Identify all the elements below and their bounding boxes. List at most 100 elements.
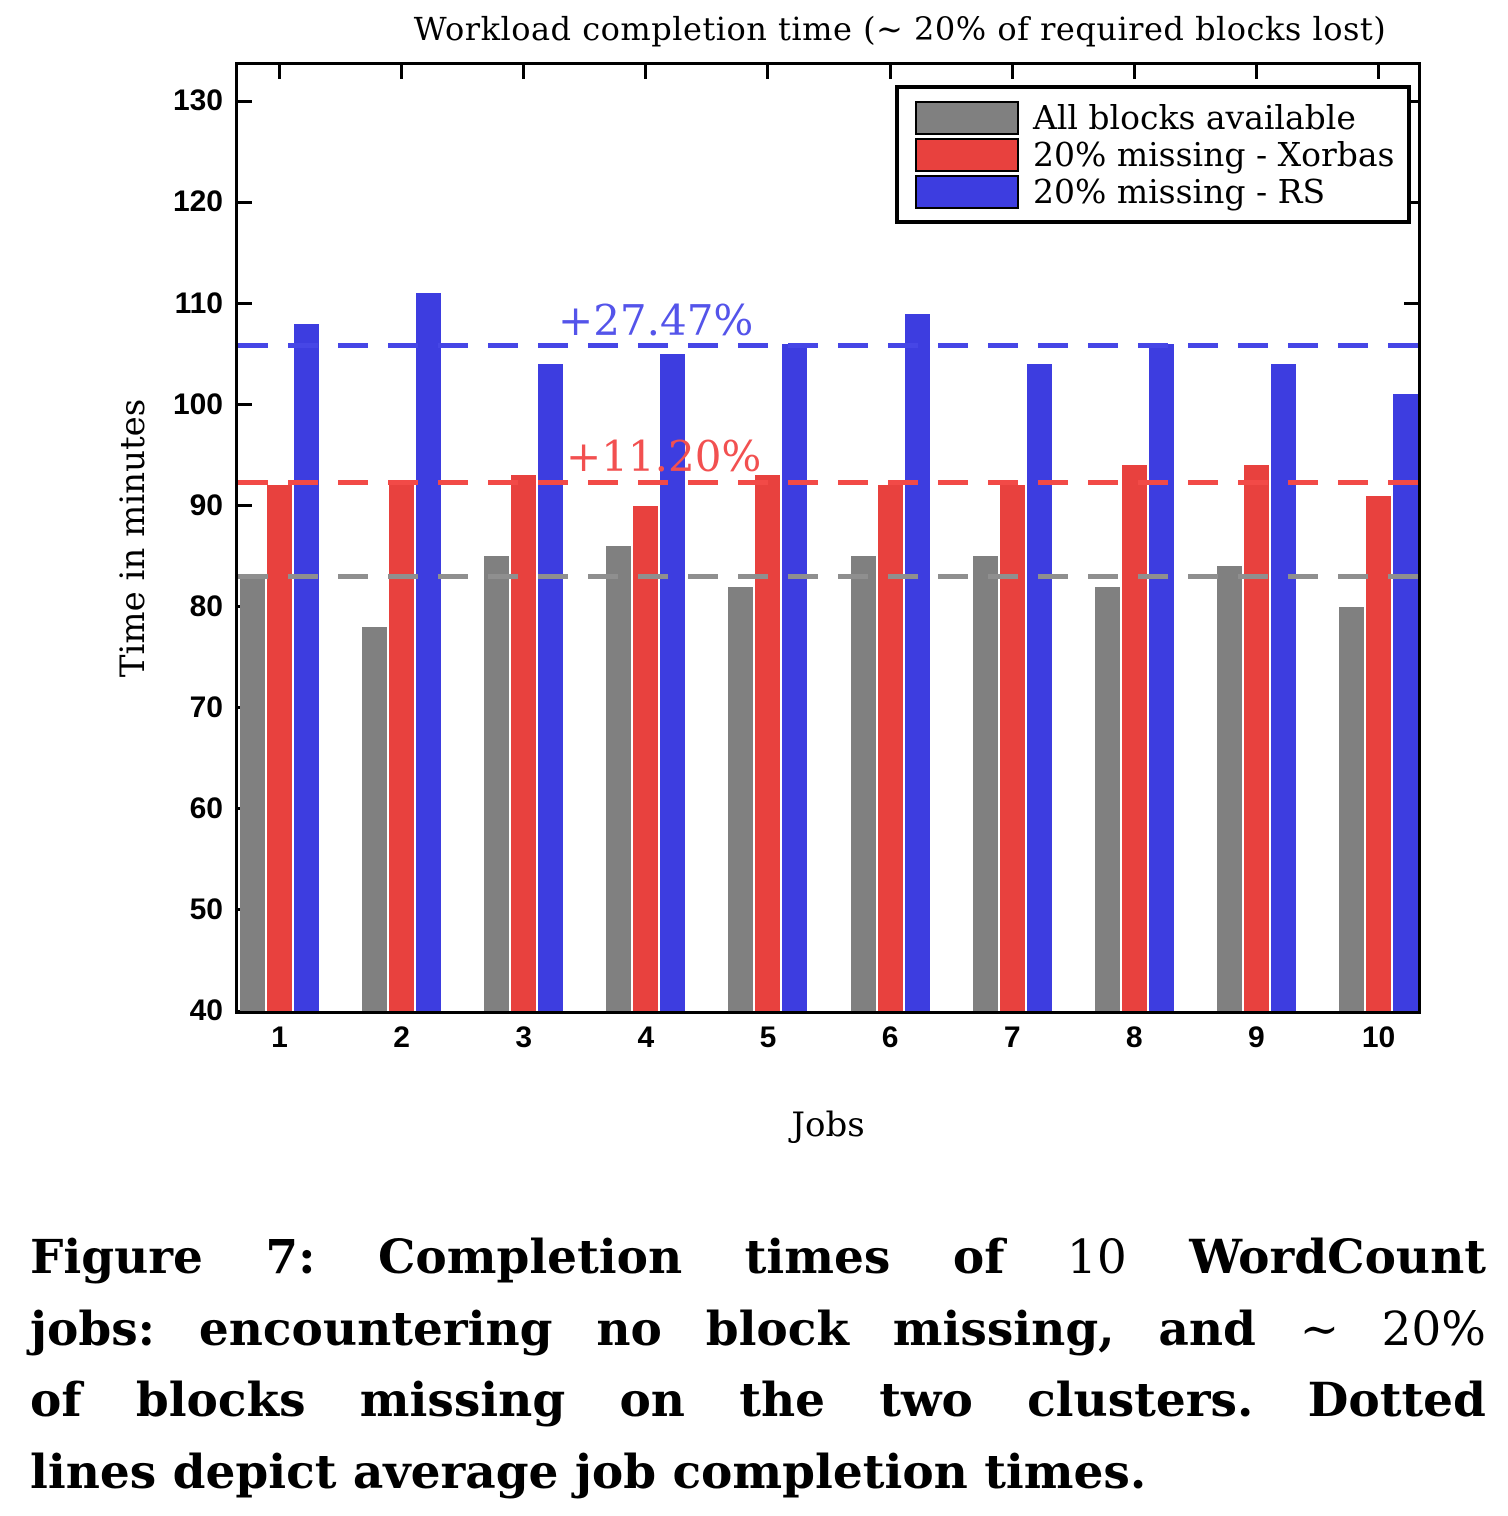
y-tick-label: 80: [189, 589, 223, 623]
x-tick-mark: [1377, 65, 1380, 79]
chart-title: Workload completion time (∼ 20% of requi…: [413, 10, 1387, 48]
bar: [1270, 364, 1296, 1011]
caption-word: of: [30, 1373, 82, 1428]
x-tick-mark: [400, 65, 404, 79]
caption-word: encountering: [198, 1301, 553, 1357]
legend-label: All blocks available: [1033, 97, 1356, 137]
caption-word: job: [574, 1444, 657, 1500]
x-tick-mark: [1010, 65, 1014, 79]
caption-word: Figure 7:: [30, 1230, 316, 1285]
y-tick-mark: [1404, 302, 1418, 306]
x-tick-label: 9: [1248, 1021, 1265, 1054]
caption-word-roman: ∼ 20%: [1299, 1301, 1486, 1357]
bar: [755, 475, 781, 1011]
caption-word: on: [619, 1373, 685, 1428]
plot-area: Time in minutes Jobs All blocks availabl…: [113, 62, 1421, 1145]
bar: [484, 556, 510, 1011]
caption-word: Completion: [377, 1230, 683, 1285]
bar: [782, 343, 808, 1011]
y-tick-mark: [238, 1009, 252, 1013]
y-tick-label: 120: [172, 185, 223, 219]
legend-swatch-red: [915, 137, 1019, 172]
x-tick-label: 2: [393, 1021, 410, 1054]
x-tick-label: 1: [271, 1021, 288, 1054]
average-percent-label: +27.47%: [558, 295, 754, 345]
y-tick-mark: [1404, 1009, 1418, 1013]
bar: [1094, 586, 1120, 1011]
caption-word: WordCount: [1189, 1230, 1486, 1285]
legend-item: 20% missing - Xorbas: [915, 136, 1407, 173]
y-axis-title: Time in minutes: [113, 398, 153, 678]
y-tick-mark: [238, 403, 252, 407]
legend-swatch-gray: [915, 100, 1019, 135]
x-tick-label: 6: [881, 1021, 899, 1054]
bar: [294, 323, 319, 1011]
caption-line: of blocks missing on the two clusters. D…: [30, 1365, 1486, 1437]
caption-word: times: [744, 1230, 891, 1285]
x-tick-label: 3: [515, 1021, 533, 1054]
caption-word: missing,: [892, 1301, 1115, 1357]
average-percent-label: +11.20%: [566, 432, 762, 482]
y-tick-mark: [238, 99, 252, 103]
bar: [660, 354, 686, 1011]
x-tick-label: 7: [1003, 1021, 1021, 1054]
caption-word: completion: [672, 1444, 968, 1500]
legend-item: 20% missing - RS: [915, 173, 1407, 210]
caption-word: lines: [30, 1444, 157, 1500]
caption-word: jobs:: [30, 1301, 156, 1357]
y-tick-label: 50: [189, 892, 223, 926]
caption-word: the: [739, 1373, 826, 1428]
caption-word: average: [352, 1444, 559, 1500]
y-tick-label: 90: [189, 488, 223, 522]
caption-word: no: [596, 1301, 662, 1357]
bar: [972, 556, 998, 1011]
caption-word: blocks: [135, 1373, 306, 1428]
legend: All blocks available 20% missing - Xorba…: [895, 85, 1411, 224]
caption-word: depict: [172, 1444, 337, 1500]
average-dashed-line: [238, 573, 1418, 579]
y-tick-label: 60: [189, 791, 223, 825]
bar: [1393, 394, 1418, 1011]
legend-item: All blocks available: [915, 99, 1407, 136]
legend-label: 20% missing - RS: [1033, 171, 1326, 211]
bar: [1339, 606, 1364, 1011]
figure-caption: Figure 7: Completion times of 10 WordCou…: [30, 1222, 1486, 1508]
bar: [267, 485, 292, 1011]
y-tick-label: 40: [189, 994, 223, 1027]
legend-swatch-blue: [915, 174, 1019, 209]
x-tick-label: 10: [1361, 1021, 1396, 1054]
bar: [240, 576, 265, 1011]
legend-label: 20% missing - Xorbas: [1033, 134, 1395, 174]
x-tick-mark: [888, 65, 892, 79]
plot-inner: Time in minutes Jobs All blocks availabl…: [113, 65, 1418, 1145]
x-axis-title: Jobs: [791, 1105, 865, 1145]
y-tick-mark: [238, 504, 252, 508]
bar: [416, 293, 442, 1011]
bar: [850, 556, 876, 1011]
caption-word: missing: [359, 1373, 566, 1428]
bar: [1148, 343, 1174, 1011]
x-tick-label: 8: [1125, 1021, 1143, 1054]
x-tick-label: 5: [759, 1021, 777, 1054]
y-tick-label: 100: [172, 387, 223, 421]
bar: [1216, 566, 1242, 1011]
bar: [1366, 495, 1391, 1011]
x-tick-mark: [1132, 65, 1136, 79]
average-dashed-line: [238, 343, 1418, 349]
caption-word: clusters.: [1027, 1373, 1254, 1428]
y-tick-mark: [1404, 99, 1418, 103]
y-tick-label: 110: [174, 286, 223, 320]
bar: [728, 586, 754, 1011]
bar: [633, 505, 659, 1011]
caption-line: Figure 7: Completion times of 10 WordCou…: [30, 1222, 1486, 1294]
caption-word: times.: [984, 1444, 1147, 1500]
bar: [538, 364, 564, 1011]
caption-word: two: [879, 1373, 973, 1428]
x-tick-mark: [522, 65, 526, 79]
bar: [511, 475, 537, 1011]
bar: [606, 546, 632, 1011]
x-tick-mark: [644, 65, 648, 79]
bar: [1243, 465, 1269, 1011]
y-tick-mark: [238, 302, 252, 306]
y-tick-label: 130: [172, 84, 223, 118]
